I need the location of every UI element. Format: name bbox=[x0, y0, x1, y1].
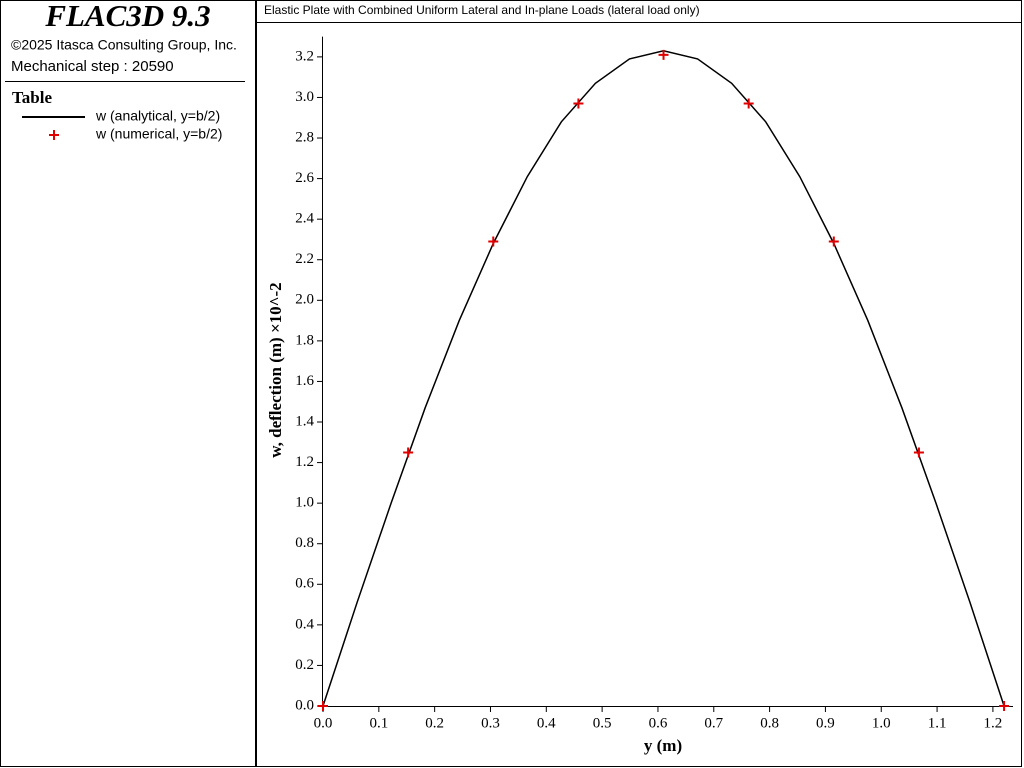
y-tick-label: 0.4 bbox=[295, 616, 314, 632]
y-tick-label: 0.8 bbox=[295, 535, 314, 551]
y-tick-label: 1.6 bbox=[295, 373, 314, 389]
series-marker bbox=[828, 236, 839, 247]
x-tick-label: 0.0 bbox=[314, 715, 333, 731]
x-tick-label: 0.9 bbox=[816, 715, 835, 731]
x-tick-label: 0.5 bbox=[593, 715, 612, 731]
y-tick-label: 1.8 bbox=[295, 332, 314, 348]
series-marker bbox=[318, 701, 328, 711]
series-marker bbox=[658, 49, 669, 60]
series-marker bbox=[913, 447, 924, 458]
y-tick-label: 0.6 bbox=[295, 576, 314, 592]
x-tick-label: 0.1 bbox=[369, 715, 388, 731]
x-tick-label: 0.8 bbox=[760, 715, 779, 731]
step: Mechanical step : 20590 bbox=[11, 58, 174, 75]
chart-title: Elastic Plate with Combined Uniform Late… bbox=[264, 3, 700, 17]
y-tick-label: 0.2 bbox=[295, 657, 314, 673]
legend-swatch bbox=[49, 130, 59, 140]
y-tick-label: 2.0 bbox=[295, 292, 314, 308]
legend-title: Table bbox=[12, 88, 52, 107]
x-tick-label: 0.7 bbox=[704, 715, 723, 731]
x-tick-label: 1.0 bbox=[872, 715, 891, 731]
x-tick-label: 0.4 bbox=[537, 715, 556, 731]
plot-panel bbox=[256, 0, 1022, 767]
x-tick-label: 0.6 bbox=[649, 715, 668, 731]
x-tick-label: 1.1 bbox=[928, 715, 947, 731]
y-tick-label: 2.8 bbox=[295, 129, 314, 145]
y-tick-label: 2.6 bbox=[295, 170, 314, 186]
series-marker bbox=[488, 236, 499, 247]
x-tick-label: 0.2 bbox=[425, 715, 444, 731]
series-marker bbox=[743, 98, 754, 109]
legend-label: w (numerical, y=b/2) bbox=[95, 126, 222, 142]
left-panel bbox=[0, 0, 256, 767]
app-title: FLAC3D 9.3 bbox=[44, 0, 210, 33]
y-tick-label: 2.4 bbox=[295, 211, 314, 227]
copyright: ©2025 Itasca Consulting Group, Inc. bbox=[11, 37, 237, 53]
legend-label: w (analytical, y=b/2) bbox=[95, 108, 220, 124]
y-tick-label: 3.2 bbox=[295, 48, 314, 64]
x-tick-label: 1.2 bbox=[984, 715, 1003, 731]
y-tick-label: 1.2 bbox=[295, 454, 314, 470]
y-tick-label: 1.0 bbox=[295, 495, 314, 511]
y-tick-label: 0.0 bbox=[295, 697, 314, 713]
y-tick-label: 2.2 bbox=[295, 251, 314, 267]
series-marker bbox=[573, 98, 584, 109]
y-tick-label: 3.0 bbox=[295, 89, 314, 105]
series-marker bbox=[403, 447, 414, 458]
x-tick-label: 0.3 bbox=[481, 715, 500, 731]
x-axis-label: y (m) bbox=[644, 736, 682, 755]
series-marker bbox=[999, 701, 1010, 711]
y-axis-label: w, deflection (m) ×10^-2 bbox=[266, 282, 285, 457]
y-tick-label: 1.4 bbox=[295, 413, 314, 429]
series-line bbox=[322, 50, 1005, 707]
